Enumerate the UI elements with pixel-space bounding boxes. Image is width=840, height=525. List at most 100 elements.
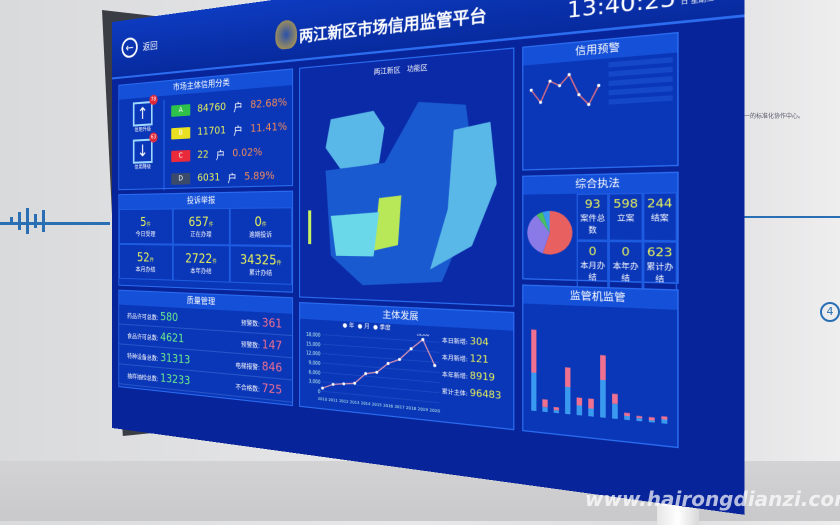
y-tick-label: 18,000 [306, 331, 321, 338]
stat-value: 2722 [185, 250, 213, 267]
credit-upgrade-button[interactable]: ↑ 78 信用升级 [122, 94, 163, 134]
stat-label: 逾期投诉 [249, 231, 273, 240]
bar [565, 367, 571, 388]
quality-label: 特种设备总数: [127, 353, 159, 363]
bar [588, 408, 594, 417]
bar [576, 405, 583, 416]
downgrade-label: 信用降级 [134, 164, 151, 171]
stat-unit: 件 [276, 260, 282, 267]
grade-pct: 0.02% [232, 145, 263, 160]
x-tick-label: 2011 [328, 397, 337, 403]
bar [542, 406, 548, 413]
stat-label: 正在办理 [190, 231, 212, 239]
dev-stat: 累计主体: 96483 [441, 387, 502, 402]
quality-value: 4621 [160, 330, 185, 346]
quality-label: 食品许可总数: [127, 333, 159, 343]
quality-value: 725 [261, 380, 283, 398]
grade-count: 84760 [197, 100, 226, 115]
complaint-stat: 5件 今日受理 [119, 208, 173, 245]
unit: 户 [233, 101, 243, 115]
stat-label: 本月办结 [135, 266, 156, 274]
bar [600, 355, 606, 381]
stat-unit: 件 [149, 257, 154, 264]
complaint-stat: 34325件 累计办结 [230, 245, 293, 285]
map-region [325, 110, 385, 171]
map-legend-item[interactable]: 功能区 [406, 64, 428, 75]
unit: 户 [233, 125, 243, 138]
stat-label: 本年办结 [190, 267, 212, 276]
gridline [322, 372, 439, 382]
quality-value: 13233 [160, 371, 191, 388]
bar [588, 398, 594, 409]
unit: 户 [215, 149, 225, 162]
grade-count: 22 [197, 148, 209, 161]
quality-value: 580 [160, 309, 179, 325]
data-point [331, 382, 335, 387]
quality-label: 电梯报警: [235, 362, 260, 373]
y-tick-label: 6,000 [309, 369, 321, 376]
x-tick-label: 2014 [361, 401, 371, 407]
bar [542, 399, 548, 408]
clock: 13:40:25 2020年01月08日 星期三 [567, 0, 743, 24]
panel-title: 投诉举报 [119, 191, 293, 210]
grade-badge: C [171, 149, 191, 162]
back-arrow-icon: ← [121, 36, 138, 59]
police-badge-logo [275, 18, 298, 51]
bar [553, 409, 559, 414]
bar [648, 416, 655, 421]
wall-step-4: 4 [820, 302, 840, 322]
x-tick-label: 2020 [430, 408, 440, 414]
bar [624, 412, 630, 417]
supervision-bar-chart [531, 329, 668, 424]
back-button[interactable]: ← 返回 [121, 34, 158, 59]
quality-label: 抽样抽检总数: [127, 373, 159, 384]
dev-stat: 本月新增: 121 [441, 352, 489, 366]
bar [636, 417, 643, 422]
district-map[interactable] [300, 70, 516, 297]
complaint-stat: 657件 正在办理 [172, 207, 231, 246]
stat-label: 累计办结 [249, 269, 273, 278]
dev-stat: 本日新增: 304 [441, 335, 489, 348]
bar [565, 386, 571, 415]
x-tick-label: 2018 [406, 405, 416, 411]
enforcement-panel: 综合执法 93 案件总数 598 立案 244 结案 0 本月办结 0 本年办结 623 累计办结 [522, 171, 679, 291]
grade-badge: B [171, 126, 191, 140]
quality-value: 846 [261, 359, 283, 376]
gridline [322, 354, 439, 363]
credit-level-row[interactable]: D 6031 户 5.89% [171, 163, 287, 190]
credit-downgrade-button[interactable]: ↓ 63 信用降级 [122, 132, 163, 171]
map-region [330, 212, 380, 257]
stat-unit: 件 [261, 221, 267, 229]
upgrade-count-badge: 78 [149, 94, 158, 106]
quality-value: 147 [261, 337, 283, 354]
dashboard-screen: ← 返回 两江新区市场信用监管平台 13:40:25 2020年01月08日 星期三… [112, 0, 745, 515]
enforcement-pie-chart [527, 210, 573, 255]
map-panel: 两江新区 功能区 [299, 47, 516, 307]
data-point [342, 382, 346, 386]
unit: 户 [227, 172, 237, 185]
panel-title: 综合执法 [523, 172, 678, 195]
quality-label: 不合格数: [235, 383, 260, 394]
gridline [322, 363, 439, 373]
bar [612, 403, 618, 420]
y-tick-label: 12,000 [306, 350, 321, 357]
bar [600, 379, 606, 418]
supervision-panel: 监管机监管 [522, 284, 679, 449]
quality-label: 药品许可总数: [127, 313, 159, 323]
bar [612, 393, 618, 405]
enforcement-stat: 598 立案 [608, 192, 643, 242]
x-tick-label: 2017 [395, 404, 405, 410]
stat-unit: 件 [208, 221, 214, 229]
enforcement-stat: 623 累计办结 [642, 241, 678, 291]
clock-time: 13:40:25 [567, 0, 677, 25]
grade-count: 11701 [197, 124, 226, 138]
warning-panel: 信用预警 [522, 31, 679, 171]
grade-count: 6031 [197, 171, 221, 184]
quality-label: 预警数: [241, 341, 260, 351]
map-legend-item[interactable]: 两江新区 [373, 66, 401, 78]
enforcement-stat: 93 案件总数 [576, 193, 609, 241]
y-tick-label: 9,000 [309, 359, 321, 366]
x-tick-label: 2012 [339, 398, 348, 404]
enforcement-stat: 0 本月办结 [576, 240, 609, 289]
clock-date: 2020年01月08日 星期三 [680, 0, 715, 7]
